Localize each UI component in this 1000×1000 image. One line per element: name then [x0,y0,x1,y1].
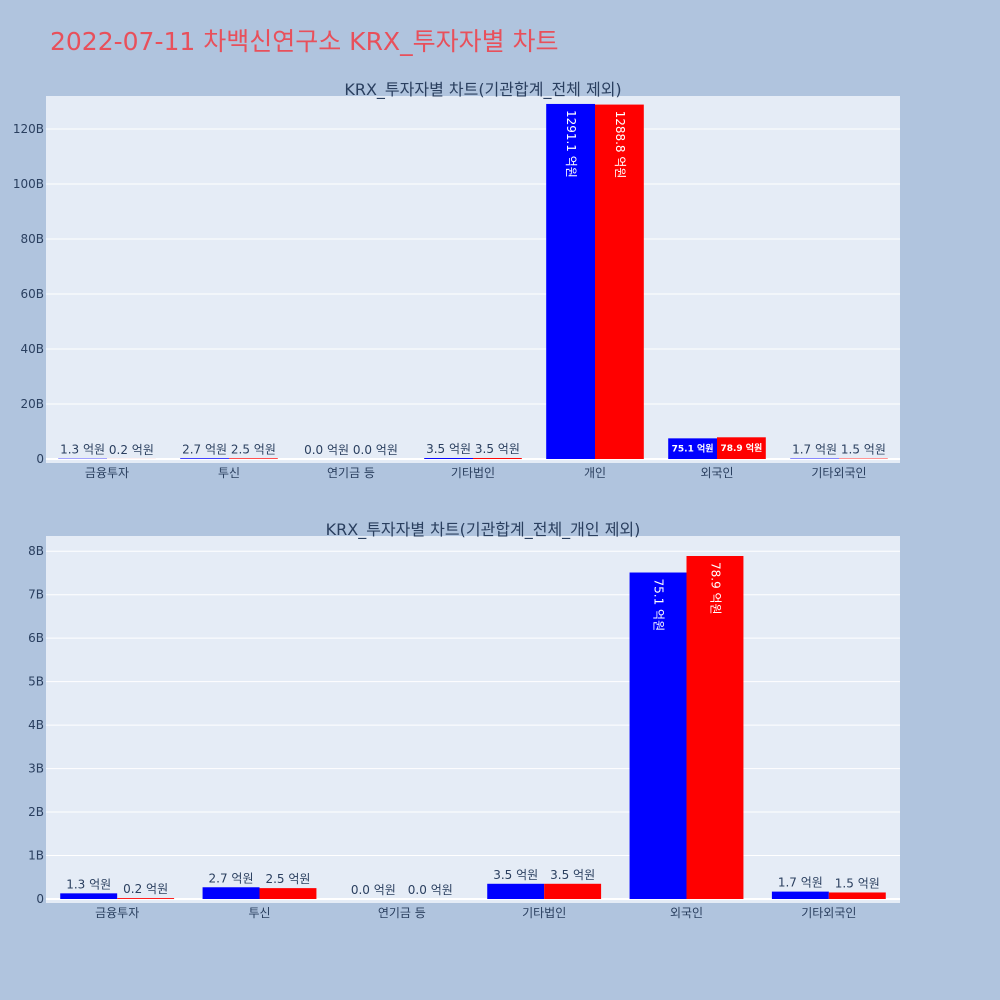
y-tick-label: 60B [20,287,44,301]
chart-panel-2: 0 1B 2B 3B 4B 5B 6B 7B 8B KRX_투자자별 차트(기관합계_전체_개인 … [28,520,900,920]
bar [424,458,473,459]
data-label: 1.7 억원 [792,443,837,457]
x-tick-label: 개인 [584,466,606,480]
bar [544,883,602,899]
data-label: 1.3 억원 [66,877,111,891]
data-label: 0.0 억원 [408,883,453,897]
y-tick-label: 80B [20,232,44,246]
data-label: 1288.8 억원 [613,111,627,179]
data-label: 78.9 억원 [708,562,722,615]
data-label: 0.0 억원 [353,443,398,457]
bar [828,892,886,899]
bar [717,437,766,459]
y-tick-label: 2B [28,805,44,819]
bar [229,458,278,459]
y-tick-label: 0 [36,892,44,906]
y-tick-label: 0 [36,452,44,466]
y-tick-label: 7B [28,588,44,602]
y-tick-label: 5B [28,675,44,689]
plot-area [46,536,900,903]
data-label: 0.2 억원 [123,882,168,896]
bar [259,888,317,899]
y-tick-label: 8B [28,544,44,558]
chart-title: KRX_투자자별 차트(기관합계_전체 제외) [344,80,621,100]
y-tick-label: 120B [13,122,44,136]
bar [771,891,829,899]
bar [117,898,175,899]
data-label: 0.0 억원 [304,443,349,457]
x-tick-label: 기타외국인 [811,466,866,480]
y-tick-label: 3B [28,762,44,776]
bar [180,458,229,459]
data-label: 3.5 억원 [426,442,471,456]
x-tick-label: 외국인 [670,906,703,920]
data-label: 1.5 억원 [835,876,880,890]
data-label: 2.5 억원 [231,442,276,456]
bar [686,555,744,899]
x-tick-label: 금융투자 [95,906,139,920]
x-tick-label: 외국인 [700,466,733,480]
x-tick-label: 기타법인 [451,466,495,480]
data-label: 75.1 억원 [672,443,714,455]
data-label: 3.5 억원 [493,868,538,882]
data-label: 2.7 억원 [182,442,227,456]
y-tick-label: 40B [20,342,44,356]
x-tick-label: 기타법인 [522,906,566,920]
data-label: 0.0 억원 [351,883,396,897]
x-tick-label: 투신 [248,906,270,920]
x-tick-label: 투신 [218,466,240,480]
y-tick-label: 4B [28,718,44,732]
bar [595,104,644,459]
data-label: 1291.1 억원 [564,110,578,178]
data-label: 2.7 억원 [209,871,254,885]
data-label: 3.5 억원 [475,442,520,456]
bar [473,458,522,459]
bar [60,893,118,899]
data-label: 1.5 억원 [841,443,886,457]
y-tick-label: 20B [20,397,44,411]
y-tick-label: 6B [28,631,44,645]
x-tick-label: 연기금 등 [327,466,375,480]
x-tick-label: 금융투자 [85,466,129,480]
data-label: 75.1 억원 [652,579,666,632]
bar [546,103,595,459]
bar [202,887,260,899]
y-tick-label: 100B [13,177,44,191]
bar [487,883,545,899]
data-label: 3.5 억원 [550,868,595,882]
bar [668,438,717,459]
chart-title: KRX_투자자별 차트(기관합계_전체_개인 제외) [326,520,641,540]
data-label: 0.2 억원 [109,443,154,457]
plot-area [46,96,900,463]
page-title: 2022-07-11 차백신연구소 KRX_투자자별 차트 [50,27,559,56]
data-label: 2.5 억원 [265,872,310,886]
data-label: 1.7 억원 [778,876,823,890]
y-tick-label: 1B [28,849,44,863]
x-tick-label: 기타외국인 [801,906,856,920]
bar [629,572,687,899]
x-tick-label: 연기금 등 [378,906,426,920]
chart-panel-1: 0 20B 40B 60B 80B 100B 120B KRX_투자자별 차트(기관합계_전체… [13,80,900,480]
data-label: 1.3 억원 [60,443,105,457]
data-label: 78.9 억원 [720,442,762,454]
